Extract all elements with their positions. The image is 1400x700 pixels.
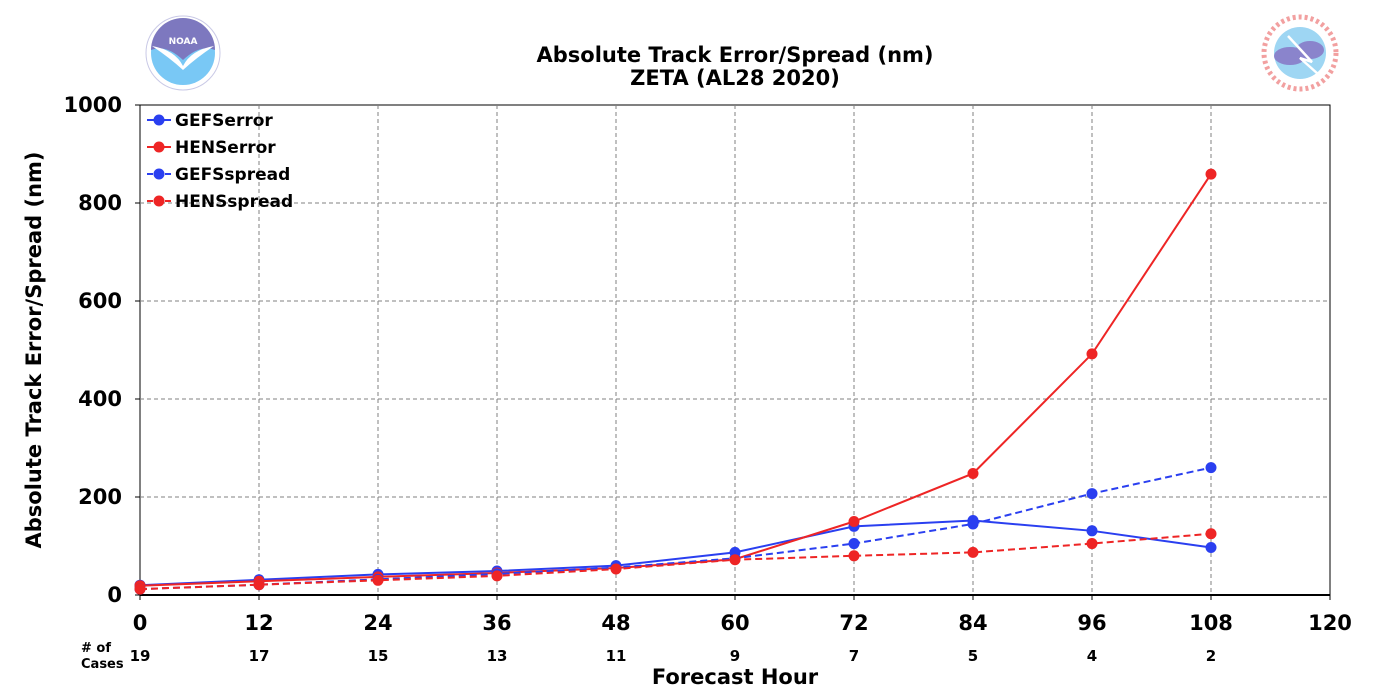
x-tick-label: 120 (1308, 611, 1352, 635)
series-line-GEFSerror (139, 519, 1212, 587)
x-axis-label: Forecast Hour (652, 665, 819, 689)
legend-marker-HENSspread (153, 195, 165, 207)
data-point-GEFSerror (1086, 525, 1098, 537)
case-count-label: 4 (1087, 647, 1097, 665)
legend-marker-HENSerror (153, 141, 165, 153)
legend: GEFSerror HENSerror GEFSspread HENSspread (147, 111, 293, 212)
series-line-HENSspread (139, 532, 1212, 591)
y-tick-label: 600 (78, 289, 122, 313)
chart-title-line2: ZETA (AL28 2020) (630, 66, 840, 90)
data-point-HENSerror (848, 516, 860, 527)
case-count-label: 5 (968, 647, 978, 665)
legend-marker-GEFSspread (153, 168, 165, 180)
data-point-HENSerror (1205, 168, 1217, 180)
data-point-HENSerror (967, 467, 979, 479)
x-tick-label: 12 (244, 611, 273, 635)
y-tick-label: 1000 (64, 93, 122, 117)
x-tick-label: 48 (601, 611, 630, 635)
x-tick-label: 108 (1189, 611, 1233, 635)
data-point-GEFSerror (1205, 541, 1217, 553)
data-point-HENSspread (253, 579, 265, 591)
y-axis-label: Absolute Track Error/Spread (nm) (22, 151, 46, 548)
legend-label-HENSerror: HENSerror (175, 138, 276, 158)
noaa-logo-text: NOAA (169, 37, 198, 47)
legend-marker-GEFSerror (153, 114, 165, 126)
data-point-HENSspread (134, 583, 146, 595)
series-line-GEFSspread (139, 466, 1212, 591)
legend-label-GEFSspread: GEFSspread (175, 165, 290, 185)
x-tick-label: 0 (133, 611, 148, 635)
data-point-HENSspread (372, 574, 384, 586)
y-tick-label: 400 (78, 387, 122, 411)
y-tick-label: 800 (78, 191, 122, 215)
x-tick-label: 72 (839, 611, 868, 635)
legend-label-GEFSerror: GEFSerror (175, 111, 273, 131)
data-point-GEFSspread (967, 518, 979, 530)
case-count-label: 13 (487, 647, 508, 665)
case-count-label: 15 (368, 647, 389, 665)
data-point-GEFSspread (848, 538, 860, 550)
data-point-HENSspread (967, 546, 979, 558)
data-point-HENSspread (729, 554, 741, 566)
legend-label-HENSspread: HENSspread (175, 192, 293, 212)
x-tick-label: 96 (1077, 611, 1106, 635)
chart-title-line1: Absolute Track Error/Spread (nm) (536, 43, 933, 67)
case-count-label: 9 (730, 647, 740, 665)
y-tick-label: 200 (78, 485, 122, 509)
data-point-HENSspread (491, 570, 503, 582)
series-line-HENSerror (139, 173, 1212, 587)
data-point-HENSspread (1086, 538, 1098, 550)
data-point-GEFSspread (1205, 462, 1217, 474)
x-tick-label: 36 (482, 611, 511, 635)
data-point-HENSspread (1205, 528, 1217, 540)
case-count-label: 11 (606, 647, 627, 665)
x-tick-label: 60 (720, 611, 749, 635)
cases-label-line2: Cases (81, 657, 124, 672)
data-point-HENSspread (848, 550, 860, 562)
nws-logo (1261, 14, 1339, 92)
cases-label-line1: # of (81, 641, 111, 656)
y-tick-label: 0 (107, 583, 122, 607)
noaa-logo: NOAA (145, 15, 221, 91)
case-count-label: 17 (249, 647, 270, 665)
x-tick-label: 24 (363, 611, 392, 635)
data-point-GEFSspread (1086, 488, 1098, 500)
data-point-HENSerror (1086, 348, 1098, 360)
case-count-label: 19 (130, 647, 151, 665)
case-count-label: 2 (1206, 647, 1216, 665)
x-tick-label: 84 (958, 611, 987, 635)
case-count-label: 7 (849, 647, 859, 665)
data-point-HENSspread (610, 563, 622, 575)
plot-area: 0 12 24 36 48 60 72 84 96 108 12002004006008001000… (64, 93, 1352, 665)
